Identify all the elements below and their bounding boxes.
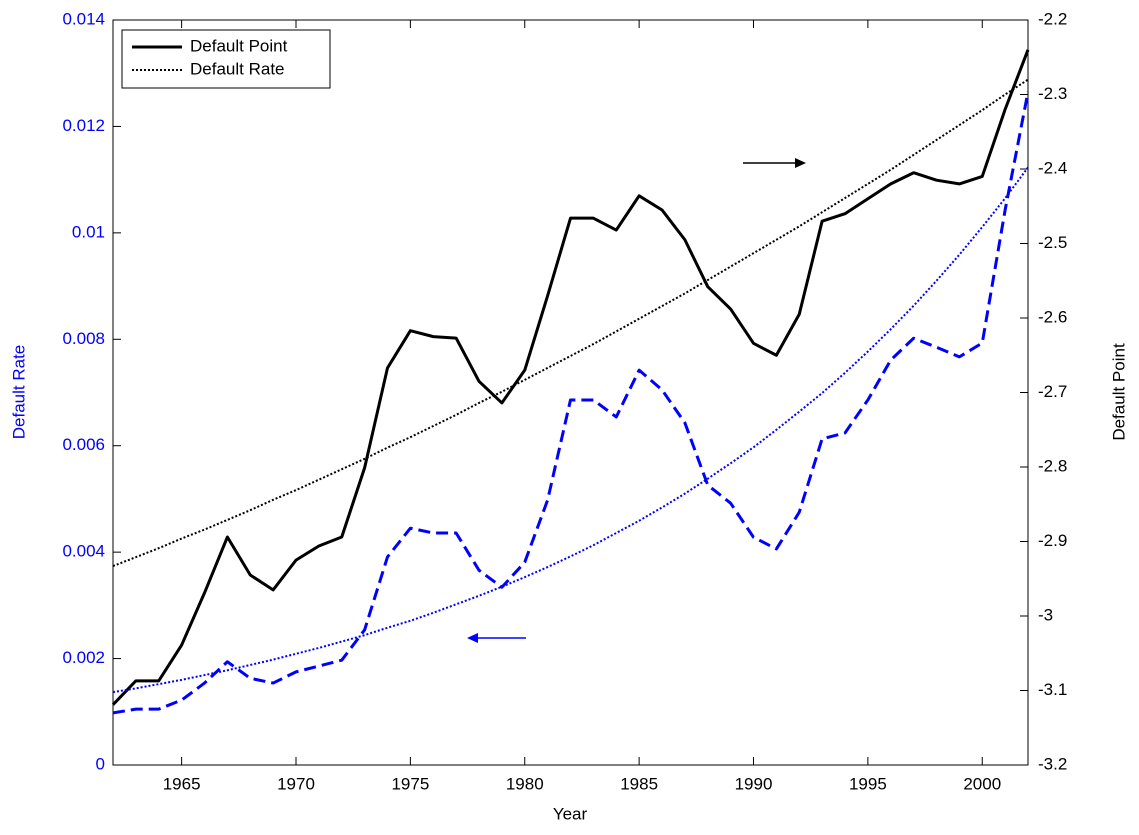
annotation-arrow xyxy=(467,633,526,643)
x-tick-label: 1985 xyxy=(620,774,658,793)
legend-label: Default Rate xyxy=(190,59,285,78)
x-tick-label: 1980 xyxy=(506,774,544,793)
y-tick-label: 0.008 xyxy=(62,329,105,348)
y-tick-label: 0.002 xyxy=(62,648,105,667)
x-tick-label: 1965 xyxy=(163,774,201,793)
y-tick-label: 0.012 xyxy=(62,116,105,135)
series-line xyxy=(111,49,1030,706)
y2-tick-label: -3.1 xyxy=(1038,680,1067,699)
y2-tick-label: -3.2 xyxy=(1038,754,1067,773)
series-line xyxy=(112,78,1029,568)
y-tick-label: 0.014 xyxy=(62,9,105,28)
y2-tick-label: -2.9 xyxy=(1038,531,1067,550)
y-axis-label: Default Rate xyxy=(9,345,28,440)
annotation-arrow xyxy=(743,158,806,168)
y2-tick-label: -2.4 xyxy=(1038,158,1067,177)
y2-axis-label: Default Point xyxy=(1109,343,1128,441)
y2-tick-label: -2.3 xyxy=(1038,84,1067,103)
y2-tick-label: -2.5 xyxy=(1038,233,1067,252)
y-tick-label: 0 xyxy=(96,754,105,773)
legend-label: Default Point xyxy=(190,36,288,55)
series-line xyxy=(112,91,1030,715)
x-tick-label: 1990 xyxy=(735,774,773,793)
y2-tick-label: -2.6 xyxy=(1038,307,1067,326)
y2-tick-label: -3 xyxy=(1038,605,1053,624)
y-tick-label: 0.006 xyxy=(62,435,105,454)
y-tick-label: 0.004 xyxy=(62,542,105,561)
series-line xyxy=(112,166,1029,694)
legend: Default Point Default Rate xyxy=(121,29,331,89)
x-tick-label: 1975 xyxy=(391,774,429,793)
y-tick-label: 0.01 xyxy=(72,222,105,241)
x-axis-label: Year xyxy=(553,804,588,823)
x-tick-label: 1995 xyxy=(849,774,887,793)
y2-tick-label: -2.8 xyxy=(1038,456,1067,475)
x-tick-label: 2000 xyxy=(963,774,1001,793)
y2-tick-label: -2.2 xyxy=(1038,9,1067,28)
legend-box xyxy=(121,29,331,89)
plot-frame xyxy=(112,19,1029,766)
x-tick-label: 1970 xyxy=(277,774,315,793)
y2-tick-label: -2.7 xyxy=(1038,382,1067,401)
